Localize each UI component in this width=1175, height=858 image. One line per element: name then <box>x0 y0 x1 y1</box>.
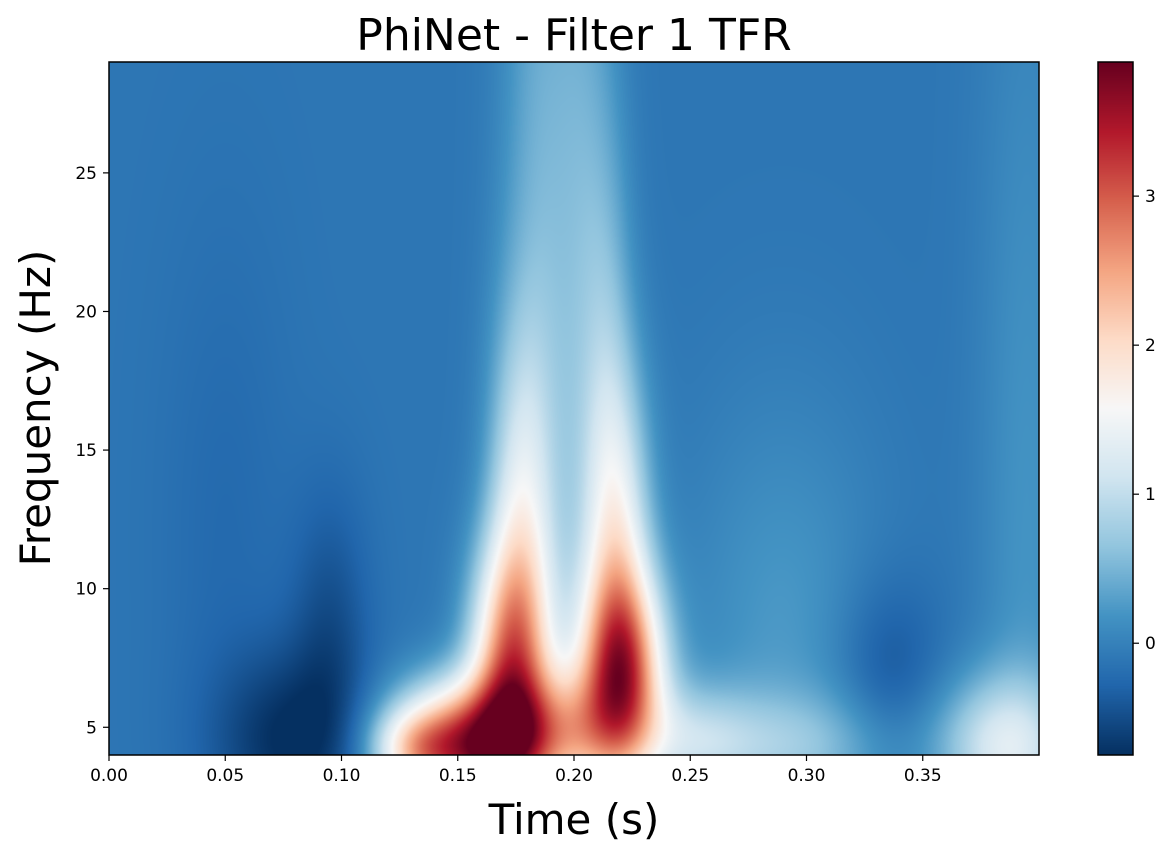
x-axis-title: Time (s) <box>488 795 660 844</box>
x-tick-label: 0.15 <box>439 766 477 786</box>
x-tick-label: 0.35 <box>904 766 942 786</box>
colorbar-tick-label: 3 <box>1145 187 1156 207</box>
x-tick-label: 0.20 <box>555 766 593 786</box>
heatmap-image <box>109 62 1039 755</box>
y-tick-label: 10 <box>75 580 97 600</box>
y-tick-label: 5 <box>86 718 97 738</box>
colorbar-tick-label: 2 <box>1145 336 1156 356</box>
y-axis-title: Frequency (Hz) <box>11 250 60 567</box>
x-tick-label: 0.05 <box>206 766 244 786</box>
colorbar-ticks: 0 1 2 3 <box>1133 187 1156 654</box>
x-tick-label: 0.10 <box>323 766 361 786</box>
y-axis-ticks: 5 10 15 20 25 <box>75 164 109 738</box>
y-tick-label: 15 <box>75 441 97 461</box>
chart-title: PhiNet - Filter 1 TFR <box>356 10 791 61</box>
y-tick-label: 20 <box>75 302 97 322</box>
x-axis-ticks: 0.00 0.05 0.10 0.15 0.20 0.25 0.30 0.35 <box>90 755 942 786</box>
colorbar-tick-label: 1 <box>1145 485 1156 505</box>
x-tick-label: 0.00 <box>90 766 128 786</box>
heatmap-canvas-holder <box>109 62 1039 755</box>
colorbar-image <box>1098 62 1133 755</box>
x-tick-label: 0.25 <box>671 766 709 786</box>
colorbar-frame <box>1097 61 1134 756</box>
y-tick-label: 25 <box>75 164 97 184</box>
x-tick-label: 0.30 <box>788 766 826 786</box>
colorbar-holder <box>1098 62 1133 755</box>
colorbar-tick-label: 0 <box>1145 634 1156 654</box>
